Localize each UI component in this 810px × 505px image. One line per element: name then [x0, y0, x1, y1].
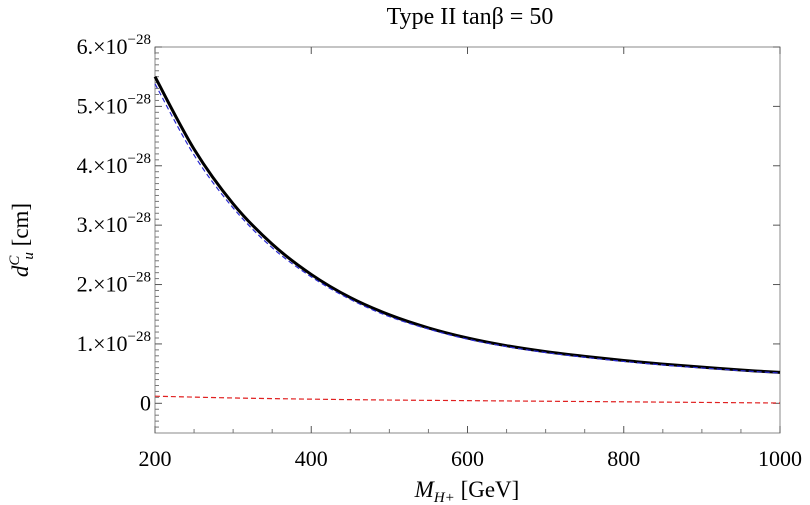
y-axis-label-unit: [cm] [8, 203, 33, 252]
y-tick-mantissa: 4.×10 [77, 153, 128, 178]
x-axis-label: MH+ [GeV] [414, 477, 520, 505]
x-tick-label: 200 [139, 446, 172, 471]
x-axis-label-unit: [GeV] [455, 477, 520, 502]
y-tick-mantissa: 3.×10 [77, 212, 128, 237]
y-tick-label: 3.×10−28 [77, 210, 151, 237]
y-tick-label: 0 [140, 390, 151, 415]
y-tick-exponent: −28 [128, 91, 151, 107]
chart-title: Type II tanβ = 50 [387, 4, 554, 30]
y-tick-mantissa: 6.×10 [77, 34, 128, 59]
series-line-1 [154, 83, 781, 374]
y-tick-label: 2.×10−28 [77, 270, 151, 297]
x-tick-label: 1000 [758, 446, 802, 471]
y-tick-label: 6.×10−28 [77, 32, 151, 59]
y-axis-label-sub: u [21, 252, 37, 260]
series-group [153, 75, 781, 404]
y-tick-label: 1.×10−28 [77, 329, 151, 356]
y-tick-exponent: −28 [128, 329, 151, 345]
y-tick-exponent: −28 [128, 210, 151, 226]
y-tick-mantissa: 2.×10 [77, 272, 128, 297]
x-tick-label: 600 [451, 446, 484, 471]
plot-area [154, 46, 781, 434]
y-axis-label-sup: C [7, 255, 23, 266]
axis-ticks [154, 46, 781, 433]
plot-frame [154, 46, 781, 434]
y-tick-labels: 01.×10−282.×10−283.×10−284.×10−285.×10−2… [77, 32, 151, 415]
y-tick-exponent: −28 [128, 32, 151, 48]
y-tick-label: 4.×10−28 [77, 151, 151, 178]
series-line-0 [153, 75, 781, 374]
y-axis-label: dCu [cm] [7, 203, 37, 277]
x-tick-labels: 200 400 600 800 1000 [139, 446, 803, 471]
x-tick-label: 800 [607, 446, 640, 471]
x-tick-label: 400 [295, 446, 328, 471]
series-line-2 [154, 395, 781, 404]
y-tick-mantissa: 0 [140, 390, 151, 415]
y-tick-exponent: −28 [128, 270, 151, 286]
x-axis-label-sub: H+ [433, 490, 455, 505]
y-tick-exponent: −28 [128, 151, 151, 167]
y-tick-mantissa: 1.×10 [77, 331, 128, 356]
x-axis-label-main: M [414, 477, 436, 502]
y-tick-label: 5.×10−28 [77, 91, 151, 118]
y-axis-label-main: d [8, 265, 33, 277]
y-tick-mantissa: 5.×10 [77, 93, 128, 118]
